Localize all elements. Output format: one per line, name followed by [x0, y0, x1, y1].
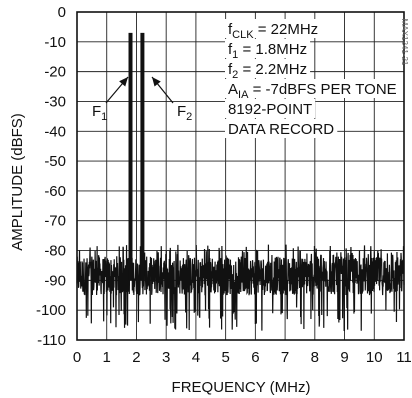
y-tick-label: -20 [44, 64, 66, 81]
y-tick-label: -70 [44, 213, 66, 230]
x-tick-labels: 0 1 2 3 4 5 6 7 8 9 10 11 [73, 349, 412, 366]
x-tick-label: 6 [251, 349, 259, 366]
x-tick-label: 5 [221, 349, 229, 366]
annotation-bg [225, 79, 400, 98]
y-tick-label: -50 [44, 153, 66, 170]
annotation-line-1: fCLK = 22MHz [228, 21, 318, 41]
y-tick-label: -30 [44, 93, 66, 110]
y-tick-label: -60 [44, 183, 66, 200]
annotation-line-3: f2 = 2.2MHz [228, 61, 307, 81]
y-tick-label: -110 [37, 332, 66, 349]
noise-floor-line [76, 244, 405, 331]
tone-labels: F1 F2 [92, 76, 192, 123]
figure-code: MAX1241-21 [400, 19, 409, 66]
x-tick-label: 4 [192, 349, 200, 366]
x-tick-label: 2 [132, 349, 140, 366]
annotation-line-5: 8192-POINT [228, 101, 312, 118]
annotation-line-6: DATA RECORD [228, 121, 334, 138]
y-tick-label: -40 [44, 123, 66, 140]
x-tick-label: 1 [103, 349, 111, 366]
y-tick-label: -80 [44, 243, 66, 260]
annotation-bg [225, 19, 322, 38]
tone-label-2: F2 [177, 103, 192, 123]
annotation-line-2: f1 = 1.8MHz [228, 41, 307, 61]
tone-spike-1 [128, 32, 133, 281]
y-tick-label: -10 [44, 34, 66, 51]
plot-area-frame [76, 11, 405, 341]
tone-arrowhead-2 [152, 77, 161, 87]
tone-spike-2 [140, 32, 145, 281]
y-tick-label: 0 [58, 4, 66, 21]
x-tick-label: 8 [311, 349, 319, 366]
x-tick-label: 9 [340, 349, 348, 366]
y-tick-label: -100 [36, 302, 66, 319]
tone-label-1: F1 [92, 103, 107, 123]
x-tick-label: 11 [396, 349, 412, 366]
x-tick-label: 3 [162, 349, 170, 366]
tone-spikes [128, 32, 145, 281]
y-tick-label: -90 [44, 272, 66, 289]
annotation-bg [225, 99, 316, 118]
annotation-line-4: AIA = -7dBFS PER TONE [228, 81, 397, 101]
annotation-bg [225, 119, 338, 138]
noise-floor-trace [76, 244, 405, 331]
x-tick-label: 0 [73, 349, 81, 366]
x-axis-label: FREQUENCY (MHz) [172, 379, 311, 396]
y-tick-labels: 0 -10 -20 -30 -40 -50 -60 -70 -80 -90 -100 -110 [36, 4, 66, 349]
x-tick-label: 10 [366, 349, 383, 366]
annotation-bg [225, 39, 311, 58]
annotation-bg [225, 59, 311, 78]
y-axis-label: AMPLITUDE (dBFS) [9, 113, 26, 251]
x-tick-label: 7 [281, 349, 289, 366]
tone-arrowhead-1 [119, 77, 128, 87]
